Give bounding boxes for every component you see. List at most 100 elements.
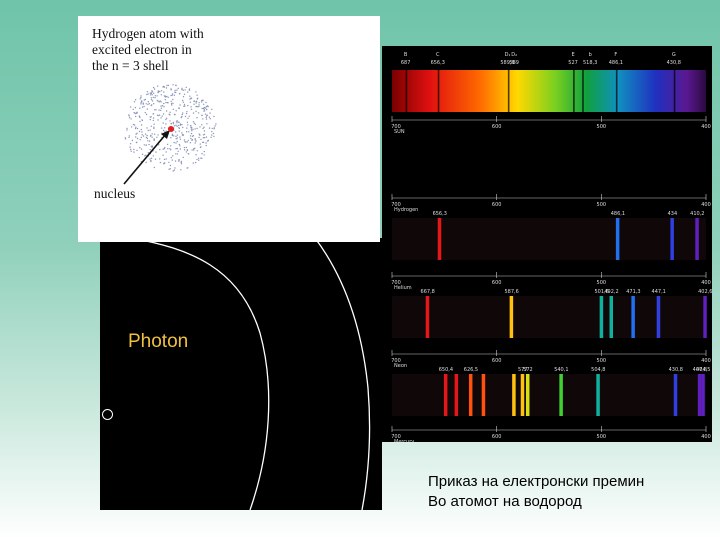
cloud-dot [170,94,172,97]
cloud-dot [202,137,204,139]
cloud-dot [176,125,178,127]
cloud-dot [179,136,181,138]
cloud-dot [212,132,215,135]
cloud-dot [150,104,152,107]
cloud-dot [171,133,174,135]
cloud-dot [175,110,177,112]
cloud-dot [162,113,165,115]
cloud-dot [193,103,195,105]
cloud-dot [197,112,200,114]
cloud-dot [182,101,184,104]
cloud-dot [188,89,191,91]
scale-tick-label: 700 [391,124,401,130]
scale-tick-label: 600 [492,434,502,440]
cloud-dot [135,136,137,138]
cloud-dot [153,139,155,142]
cloud-dot [186,111,188,113]
cloud-dot [214,125,216,127]
emission-line-value: 486,1 [611,211,625,217]
cloud-dot [172,123,175,125]
cloud-dot [193,100,195,102]
cloud-dot [171,134,174,137]
cloud-dot [189,101,191,103]
cloud-dot [163,85,165,88]
cloud-dot [173,125,176,127]
cloud-dot [168,168,170,170]
cloud-dot [141,106,144,108]
fraunhofer-value: 486,1 [609,60,623,66]
cloud-dot [143,99,145,101]
cloud-dot [181,113,183,116]
fraunhofer-value: 589 [509,60,519,66]
cloud-dot [134,99,137,101]
fraunhofer-label: E [571,52,574,58]
emission-line-value: 471,3 [626,289,640,295]
cloud-dot [199,126,201,128]
absorption-line [582,70,584,112]
cloud-dot [152,155,154,157]
scale-bar: 700 600 500 400 Neon [391,350,711,369]
cloud-dot [195,110,197,113]
cloud-dot [145,103,147,105]
scale-tick-label: 600 [492,280,502,286]
cloud-dot [183,146,186,149]
cloud-dot [177,87,179,90]
cloud-dot [140,128,142,131]
cloud-dot [187,91,189,93]
cloud-dot [183,103,186,106]
cloud-dot [165,117,168,120]
cloud-dot [159,161,162,164]
cloud-dot [146,91,148,93]
cloud-dot [167,84,170,87]
emission-line [468,374,473,416]
cloud-dot [182,156,184,159]
cloud-dot [135,126,137,128]
cloud-dot [182,112,184,114]
cloud-dot [208,116,211,118]
cloud-dot [196,150,198,152]
cloud-dot [172,93,174,95]
cloud-dot [146,108,149,110]
cloud-dot [133,151,135,153]
emission-line-value: 434 [668,211,678,217]
cloud-dot [181,134,184,136]
cloud-dot [175,124,177,126]
cloud-dot [204,113,207,115]
fraunhofer-label: G [672,52,676,58]
cloud-dot [201,107,203,110]
emission-line [509,296,514,338]
absorption-line [437,70,440,112]
emission-line [525,374,530,416]
cloud-dot [153,88,156,90]
cloud-dot [186,141,188,143]
cloud-dot [192,112,195,114]
cloud-dot [203,103,205,106]
cloud-dot [187,139,189,142]
cloud-dot [187,153,189,155]
cloud-dot [146,137,149,140]
cloud-dot [155,151,157,153]
scale-bar: 700 600 500 400 SUN [391,116,711,135]
electron-cloud [123,84,217,185]
cloud-dot [190,128,193,130]
cloud-dot [213,128,215,130]
cloud-dot [195,154,197,156]
small-circle-icon [102,409,113,420]
cloud-dot [152,117,155,119]
solar-spectrum-band [392,70,706,112]
cloud-dot [150,99,153,101]
cloud-dot [181,132,183,134]
cloud-dot [151,94,153,96]
photon-panel: Photon [100,238,382,510]
cloud-dot [213,135,215,138]
cloud-dot [149,135,152,137]
cloud-dot [131,126,133,128]
cloud-dot [195,91,197,93]
cloud-dot [159,90,161,93]
scale-tick-label: 400 [701,358,711,364]
cloud-dot [140,95,142,97]
spectrum-band [392,296,706,338]
cloud-dot [144,112,146,114]
cloud-dot [128,117,131,119]
cloud-dot [165,110,168,112]
